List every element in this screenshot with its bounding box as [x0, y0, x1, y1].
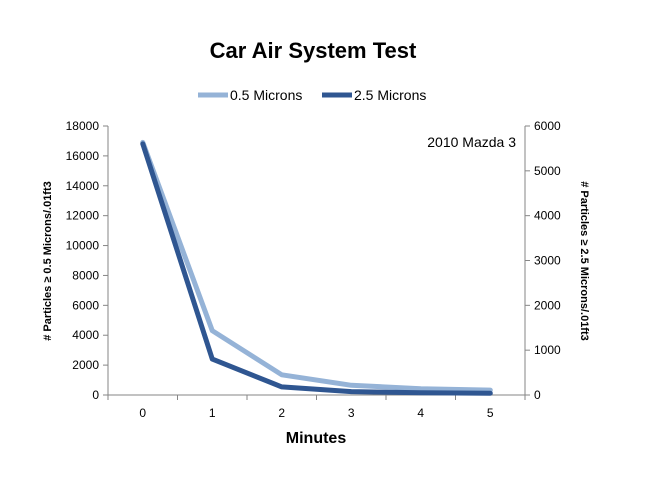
x-tick-label: 5	[487, 406, 494, 420]
y-right-tick-label: 0	[534, 388, 541, 402]
y-left-tick-label: 18000	[66, 119, 100, 133]
y-left-tick-label: 10000	[66, 239, 100, 253]
x-tick-label: 4	[417, 406, 424, 420]
series-layer	[140, 139, 493, 396]
x-tick-label: 3	[348, 406, 355, 420]
y-left-tick-label: 12000	[66, 209, 100, 223]
legend: 0.5 Microns 2.5 Microns	[198, 87, 426, 103]
series-line-1	[140, 139, 493, 393]
y-right-tick-label: 1000	[534, 343, 561, 357]
x-tick-label: 0	[139, 406, 146, 420]
x-tick-label: 1	[209, 406, 216, 420]
y-left-tick-label: 4000	[72, 328, 99, 342]
chart-title: Car Air System Test	[210, 38, 417, 63]
y-right-tick-label: 2000	[534, 298, 561, 312]
y-left-tick-label: 2000	[72, 358, 99, 372]
y-axis-right-title: # Particles ≥ 2.5 Microns/.01ft3	[578, 181, 590, 341]
legend-label-series-2: 2.5 Microns	[354, 87, 426, 103]
series-line-2	[140, 141, 493, 396]
y-right-tick-label: 4000	[534, 209, 561, 223]
y-left-tick-label: 16000	[66, 149, 100, 163]
y-left-tick-label: 0	[92, 388, 99, 402]
ticks-layer: 0200040006000800010000120001400016000180…	[66, 119, 561, 420]
y-axis-left-title: # Particles ≥ 0.5 Microns/.01ft3	[42, 181, 54, 341]
legend-label-series-1: 0.5 Microns	[230, 87, 302, 103]
y-left-tick-label: 14000	[66, 179, 100, 193]
x-axis-title: Minutes	[286, 430, 347, 447]
chart-annotation: 2010 Mazda 3	[427, 134, 516, 150]
x-tick-label: 2	[278, 406, 285, 420]
y-left-tick-label: 6000	[72, 298, 99, 312]
y-right-tick-label: 3000	[534, 254, 561, 268]
y-left-tick-label: 8000	[72, 268, 99, 282]
y-right-tick-label: 5000	[534, 164, 561, 178]
y-right-tick-label: 6000	[534, 119, 561, 133]
